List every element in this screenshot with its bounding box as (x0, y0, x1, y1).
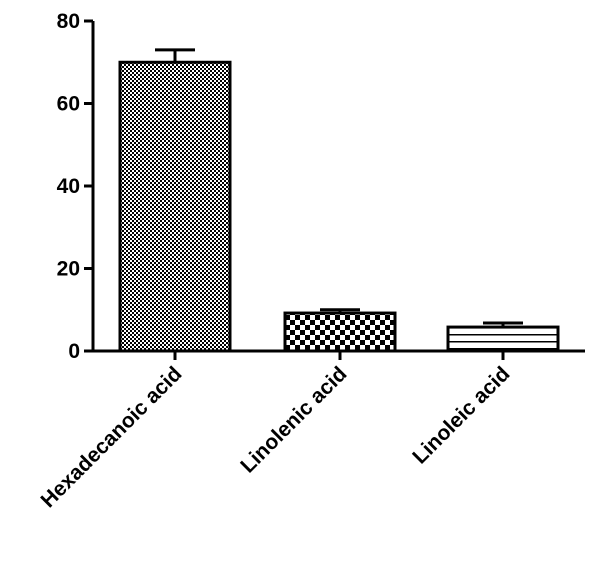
bar (446, 325, 560, 353)
y-tick-label: 80 (57, 10, 80, 33)
y-tick-label: 0 (68, 340, 80, 363)
x-tick-label: Hexadecanoic acid (37, 362, 187, 512)
bar (118, 60, 232, 353)
y-tick-label: 60 (57, 93, 80, 116)
y-tick-label: 20 (57, 258, 80, 281)
x-tick-label: Linoleic acid (408, 362, 514, 468)
bar (283, 311, 397, 353)
x-tick-label: Linolenic acid (236, 362, 351, 477)
y-tick-label: 40 (57, 175, 80, 198)
